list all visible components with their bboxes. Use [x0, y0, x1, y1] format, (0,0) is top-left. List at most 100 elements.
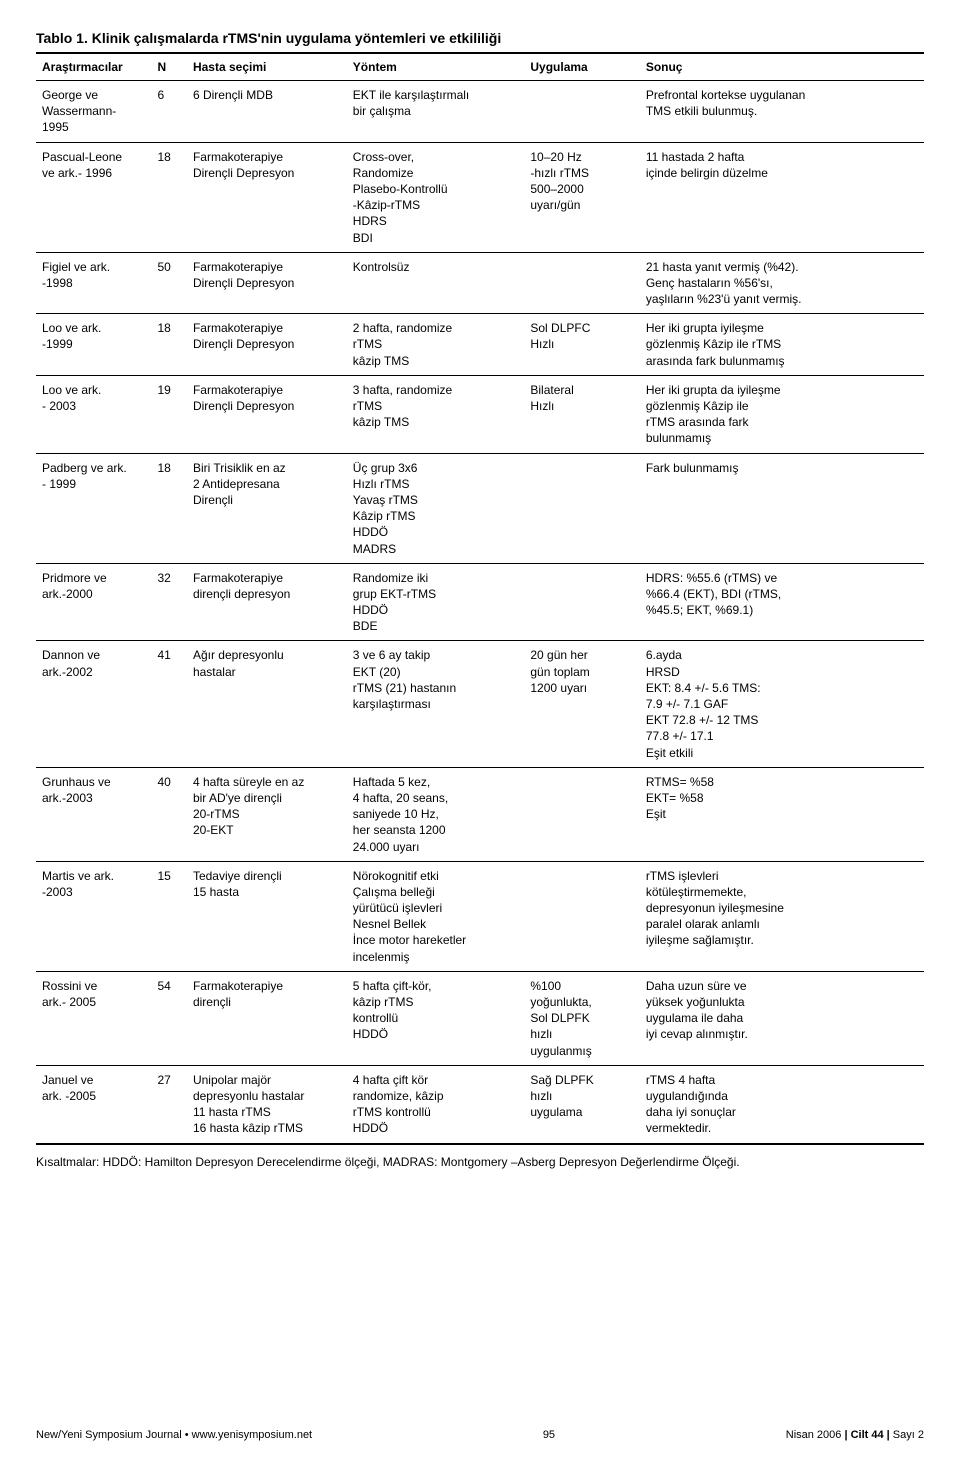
- cell-arastirmacilar: Rossini ve ark.- 2005: [36, 971, 151, 1065]
- cell-arastirmacilar: Loo ve ark. - 2003: [36, 375, 151, 453]
- cell-sonuc: rTMS 4 hafta uygulandığında daha iyi son…: [640, 1065, 924, 1143]
- cell-sonuc: Daha uzun süre ve yüksek yoğunlukta uygu…: [640, 971, 924, 1065]
- footer-page: 95: [543, 1429, 555, 1441]
- table-row: Pridmore ve ark.-200032Farmakoterapiye d…: [36, 563, 924, 641]
- cell-sonuc: Prefrontal kortekse uygulanan TMS etkili…: [640, 81, 924, 143]
- cell-uygulama: [524, 81, 639, 143]
- cell-arastirmacilar: Pridmore ve ark.-2000: [36, 563, 151, 641]
- cell-n: 15: [151, 861, 187, 971]
- cell-sonuc: rTMS işlevleri kötüleştirmemekte, depres…: [640, 861, 924, 971]
- cell-sonuc: HDRS: %55.6 (rTMS) ve %66.4 (EKT), BDI (…: [640, 563, 924, 641]
- cell-hasta: Farmakoterapiye Dirençli Depresyon: [187, 314, 347, 376]
- cell-arastirmacilar: Loo ve ark. -1999: [36, 314, 151, 376]
- cell-hasta: 6 Dirençli MDB: [187, 81, 347, 143]
- clinical-table: Araştırmacılar N Hasta seçimi Yöntem Uyg…: [36, 52, 924, 1145]
- cell-uygulama: Sağ DLPFK hızlı uygulama: [524, 1065, 639, 1143]
- table-row: Martis ve ark. -200315Tedaviye dirençli …: [36, 861, 924, 971]
- cell-n: 18: [151, 142, 187, 252]
- table-row: Padberg ve ark. - 199918Biri Trisiklik e…: [36, 453, 924, 563]
- cell-yontem: 3 ve 6 ay takip EKT (20) rTMS (21) hasta…: [347, 641, 525, 767]
- cell-uygulama: 10–20 Hz -hızlı rTMS 500–2000 uyarı/gün: [524, 142, 639, 252]
- table-row: Grunhaus ve ark.-2003404 hafta süreyle e…: [36, 767, 924, 861]
- cell-n: 18: [151, 314, 187, 376]
- cell-sonuc: 21 hasta yanıt vermiş (%42). Genç hastal…: [640, 252, 924, 314]
- cell-yontem: 5 hafta çift-kör, kâzip rTMS kontrollü H…: [347, 971, 525, 1065]
- table-row: George ve Wassermann- 199566 Dirençli MD…: [36, 81, 924, 143]
- cell-hasta: Farmakoterapiye Dirençli Depresyon: [187, 252, 347, 314]
- cell-yontem: 2 hafta, randomize rTMS kâzip TMS: [347, 314, 525, 376]
- cell-sonuc: Fark bulunmamış: [640, 453, 924, 563]
- footer-left: New/Yeni Symposium Journal • www.yenisym…: [36, 1429, 312, 1441]
- cell-yontem: 3 hafta, randomize rTMS kâzip TMS: [347, 375, 525, 453]
- cell-n: 40: [151, 767, 187, 861]
- footer-right-mid: | Cilt 44 |: [844, 1429, 889, 1441]
- cell-arastirmacilar: Dannon ve ark.-2002: [36, 641, 151, 767]
- cell-hasta: Farmakoterapiye dirençli depresyon: [187, 563, 347, 641]
- table-title: Tablo 1. Klinik çalışmalarda rTMS'nin uy…: [36, 30, 924, 46]
- cell-hasta: Farmakoterapiye dirençli: [187, 971, 347, 1065]
- cell-n: 50: [151, 252, 187, 314]
- cell-uygulama: [524, 252, 639, 314]
- table-row: Loo ve ark. -199918Farmakoterapiye Diren…: [36, 314, 924, 376]
- table-row: Dannon ve ark.-200241Ağır depresyonlu ha…: [36, 641, 924, 767]
- cell-yontem: Kontrolsüz: [347, 252, 525, 314]
- cell-uygulama: [524, 861, 639, 971]
- footer-right-prefix: Nisan 2006: [786, 1429, 845, 1441]
- col-uygulama: Uygulama: [524, 53, 639, 81]
- col-n: N: [151, 53, 187, 81]
- cell-n: 19: [151, 375, 187, 453]
- cell-uygulama: [524, 767, 639, 861]
- cell-n: 27: [151, 1065, 187, 1143]
- table-row: Figiel ve ark. -199850Farmakoterapiye Di…: [36, 252, 924, 314]
- cell-uygulama: Bilateral Hızlı: [524, 375, 639, 453]
- cell-uygulama: %100 yoğunlukta, Sol DLPFK hızlı uygulan…: [524, 971, 639, 1065]
- cell-arastirmacilar: Pascual-Leone ve ark.- 1996: [36, 142, 151, 252]
- table-row: Rossini ve ark.- 200554Farmakoterapiye d…: [36, 971, 924, 1065]
- cell-uygulama: [524, 563, 639, 641]
- cell-n: 32: [151, 563, 187, 641]
- cell-arastirmacilar: Figiel ve ark. -1998: [36, 252, 151, 314]
- cell-uygulama: [524, 453, 639, 563]
- cell-yontem: EKT ile karşılaştırmalı bir çalışma: [347, 81, 525, 143]
- cell-yontem: 4 hafta çift kör randomize, kâzip rTMS k…: [347, 1065, 525, 1143]
- cell-arastirmacilar: Martis ve ark. -2003: [36, 861, 151, 971]
- cell-yontem: Üç grup 3x6 Hızlı rTMS Yavaş rTMS Kâzip …: [347, 453, 525, 563]
- footer-right: Nisan 2006 | Cilt 44 | Sayı 2: [786, 1429, 924, 1441]
- cell-hasta: 4 hafta süreyle en az bir AD'ye dirençli…: [187, 767, 347, 861]
- col-sonuc: Sonuç: [640, 53, 924, 81]
- cell-n: 41: [151, 641, 187, 767]
- cell-yontem: Haftada 5 kez, 4 hafta, 20 seans, saniye…: [347, 767, 525, 861]
- cell-hasta: Farmakoterapiye Dirençli Depresyon: [187, 142, 347, 252]
- cell-sonuc: Her iki grupta da iyileşme gözlenmiş Kâz…: [640, 375, 924, 453]
- cell-n: 6: [151, 81, 187, 143]
- table-header-row: Araştırmacılar N Hasta seçimi Yöntem Uyg…: [36, 53, 924, 81]
- cell-sonuc: 11 hastada 2 hafta içinde belirgin düzel…: [640, 142, 924, 252]
- cell-uygulama: Sol DLPFC Hızlı: [524, 314, 639, 376]
- col-hasta: Hasta seçimi: [187, 53, 347, 81]
- cell-sonuc: RTMS= %58 EKT= %58 Eşit: [640, 767, 924, 861]
- cell-arastirmacilar: Grunhaus ve ark.-2003: [36, 767, 151, 861]
- cell-yontem: Cross-over, Randomize Plasebo-Kontrollü …: [347, 142, 525, 252]
- cell-arastirmacilar: Padberg ve ark. - 1999: [36, 453, 151, 563]
- abbreviations: Kısaltmalar: HDDÖ: Hamilton Depresyon De…: [36, 1155, 924, 1169]
- cell-hasta: Tedaviye dirençli 15 hasta: [187, 861, 347, 971]
- cell-uygulama: 20 gün her gün toplam 1200 uyarı: [524, 641, 639, 767]
- table-row: Januel ve ark. -200527Unipolar majör dep…: [36, 1065, 924, 1143]
- table-row: Loo ve ark. - 200319Farmakoterapiye Dire…: [36, 375, 924, 453]
- col-arastirmacilar: Araştırmacılar: [36, 53, 151, 81]
- col-yontem: Yöntem: [347, 53, 525, 81]
- cell-arastirmacilar: George ve Wassermann- 1995: [36, 81, 151, 143]
- cell-arastirmacilar: Januel ve ark. -2005: [36, 1065, 151, 1143]
- cell-hasta: Unipolar majör depresyonlu hastalar 11 h…: [187, 1065, 347, 1143]
- cell-yontem: Nörokognitif etki Çalışma belleği yürütü…: [347, 861, 525, 971]
- table-row: Pascual-Leone ve ark.- 199618Farmakotera…: [36, 142, 924, 252]
- cell-hasta: Farmakoterapiye Dirençli Depresyon: [187, 375, 347, 453]
- cell-yontem: Randomize iki grup EKT-rTMS HDDÖ BDE: [347, 563, 525, 641]
- cell-n: 54: [151, 971, 187, 1065]
- cell-hasta: Biri Trisiklik en az 2 Antidepresana Dir…: [187, 453, 347, 563]
- cell-sonuc: 6.ayda HRSD EKT: 8.4 +/- 5.6 TMS: 7.9 +/…: [640, 641, 924, 767]
- page-footer: New/Yeni Symposium Journal • www.yenisym…: [36, 1429, 924, 1441]
- cell-sonuc: Her iki grupta iyileşme gözlenmiş Kâzip …: [640, 314, 924, 376]
- footer-right-suffix: Sayı 2: [890, 1429, 924, 1441]
- cell-n: 18: [151, 453, 187, 563]
